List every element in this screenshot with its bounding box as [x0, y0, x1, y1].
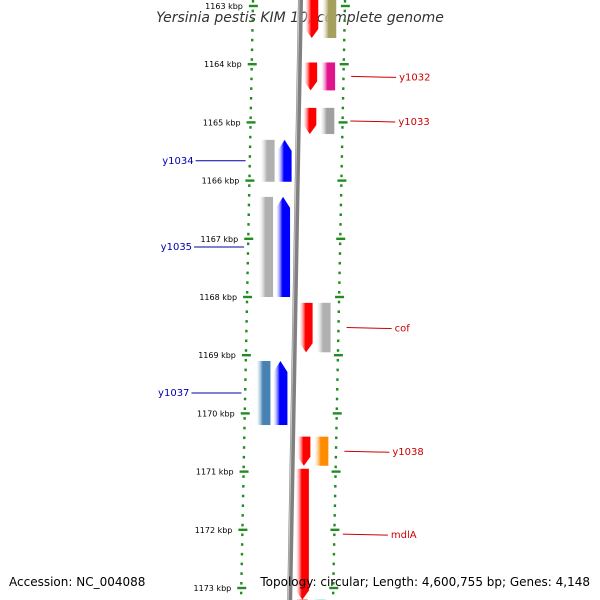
gene-label: mdlA — [391, 530, 417, 541]
tick-label: 1170 kbp — [197, 409, 235, 418]
gene-label: cof — [395, 324, 411, 335]
label-leader — [344, 450, 390, 453]
accession-text: Accession: NC_004088 — [9, 575, 146, 589]
gene-label: y1037 — [158, 388, 189, 399]
tick-label: 1171 kbp — [196, 468, 234, 477]
tick-label: 1169 kbp — [198, 351, 236, 360]
cog-box — [314, 436, 329, 466]
gene-label: y1033 — [398, 117, 429, 128]
label-leader — [351, 75, 397, 78]
tick-label: 1172 kbp — [195, 526, 233, 535]
cog-box — [256, 361, 271, 426]
reverse-gene-arrow — [273, 361, 288, 426]
cog-box — [316, 302, 331, 353]
label-leader — [346, 327, 392, 330]
forward-gene-arrow — [304, 62, 318, 91]
cog-box — [259, 196, 274, 297]
forward-gene-arrow — [299, 302, 313, 353]
tick-label: 1168 kbp — [199, 293, 237, 302]
genome-backbone-highlight — [287, 0, 300, 600]
gene-label: y1035 — [161, 242, 192, 253]
reverse-gene-arrow — [277, 139, 292, 182]
forward-gene-arrow — [303, 107, 317, 135]
cog-box — [320, 107, 335, 135]
tick-label: 1164 kbp — [204, 60, 242, 69]
forward-gene-arrow — [305, 0, 319, 39]
tick-label: 1165 kbp — [203, 118, 241, 127]
forward-gene-arrow — [297, 436, 311, 466]
forward-gene-arrow — [295, 468, 309, 600]
reverse-gene-arrow — [276, 196, 291, 297]
cog-box — [321, 62, 336, 91]
genome-summary-text: Topology: circular; Length: 4,600,755 bp… — [260, 575, 590, 589]
cog-box — [322, 0, 337, 39]
cog-box — [260, 139, 275, 182]
gene-label: y1032 — [399, 72, 430, 83]
tick-label: 1173 kbp — [194, 584, 232, 593]
tick-label: 1167 kbp — [201, 235, 239, 244]
gene-label: y1034 — [162, 156, 193, 167]
label-leader — [350, 120, 396, 123]
tick-label: 1163 kbp — [205, 2, 243, 11]
label-leader — [342, 533, 388, 536]
tick-label: 1166 kbp — [202, 177, 240, 186]
genome-backbone — [287, 0, 303, 600]
gene-label: y1038 — [392, 447, 423, 458]
